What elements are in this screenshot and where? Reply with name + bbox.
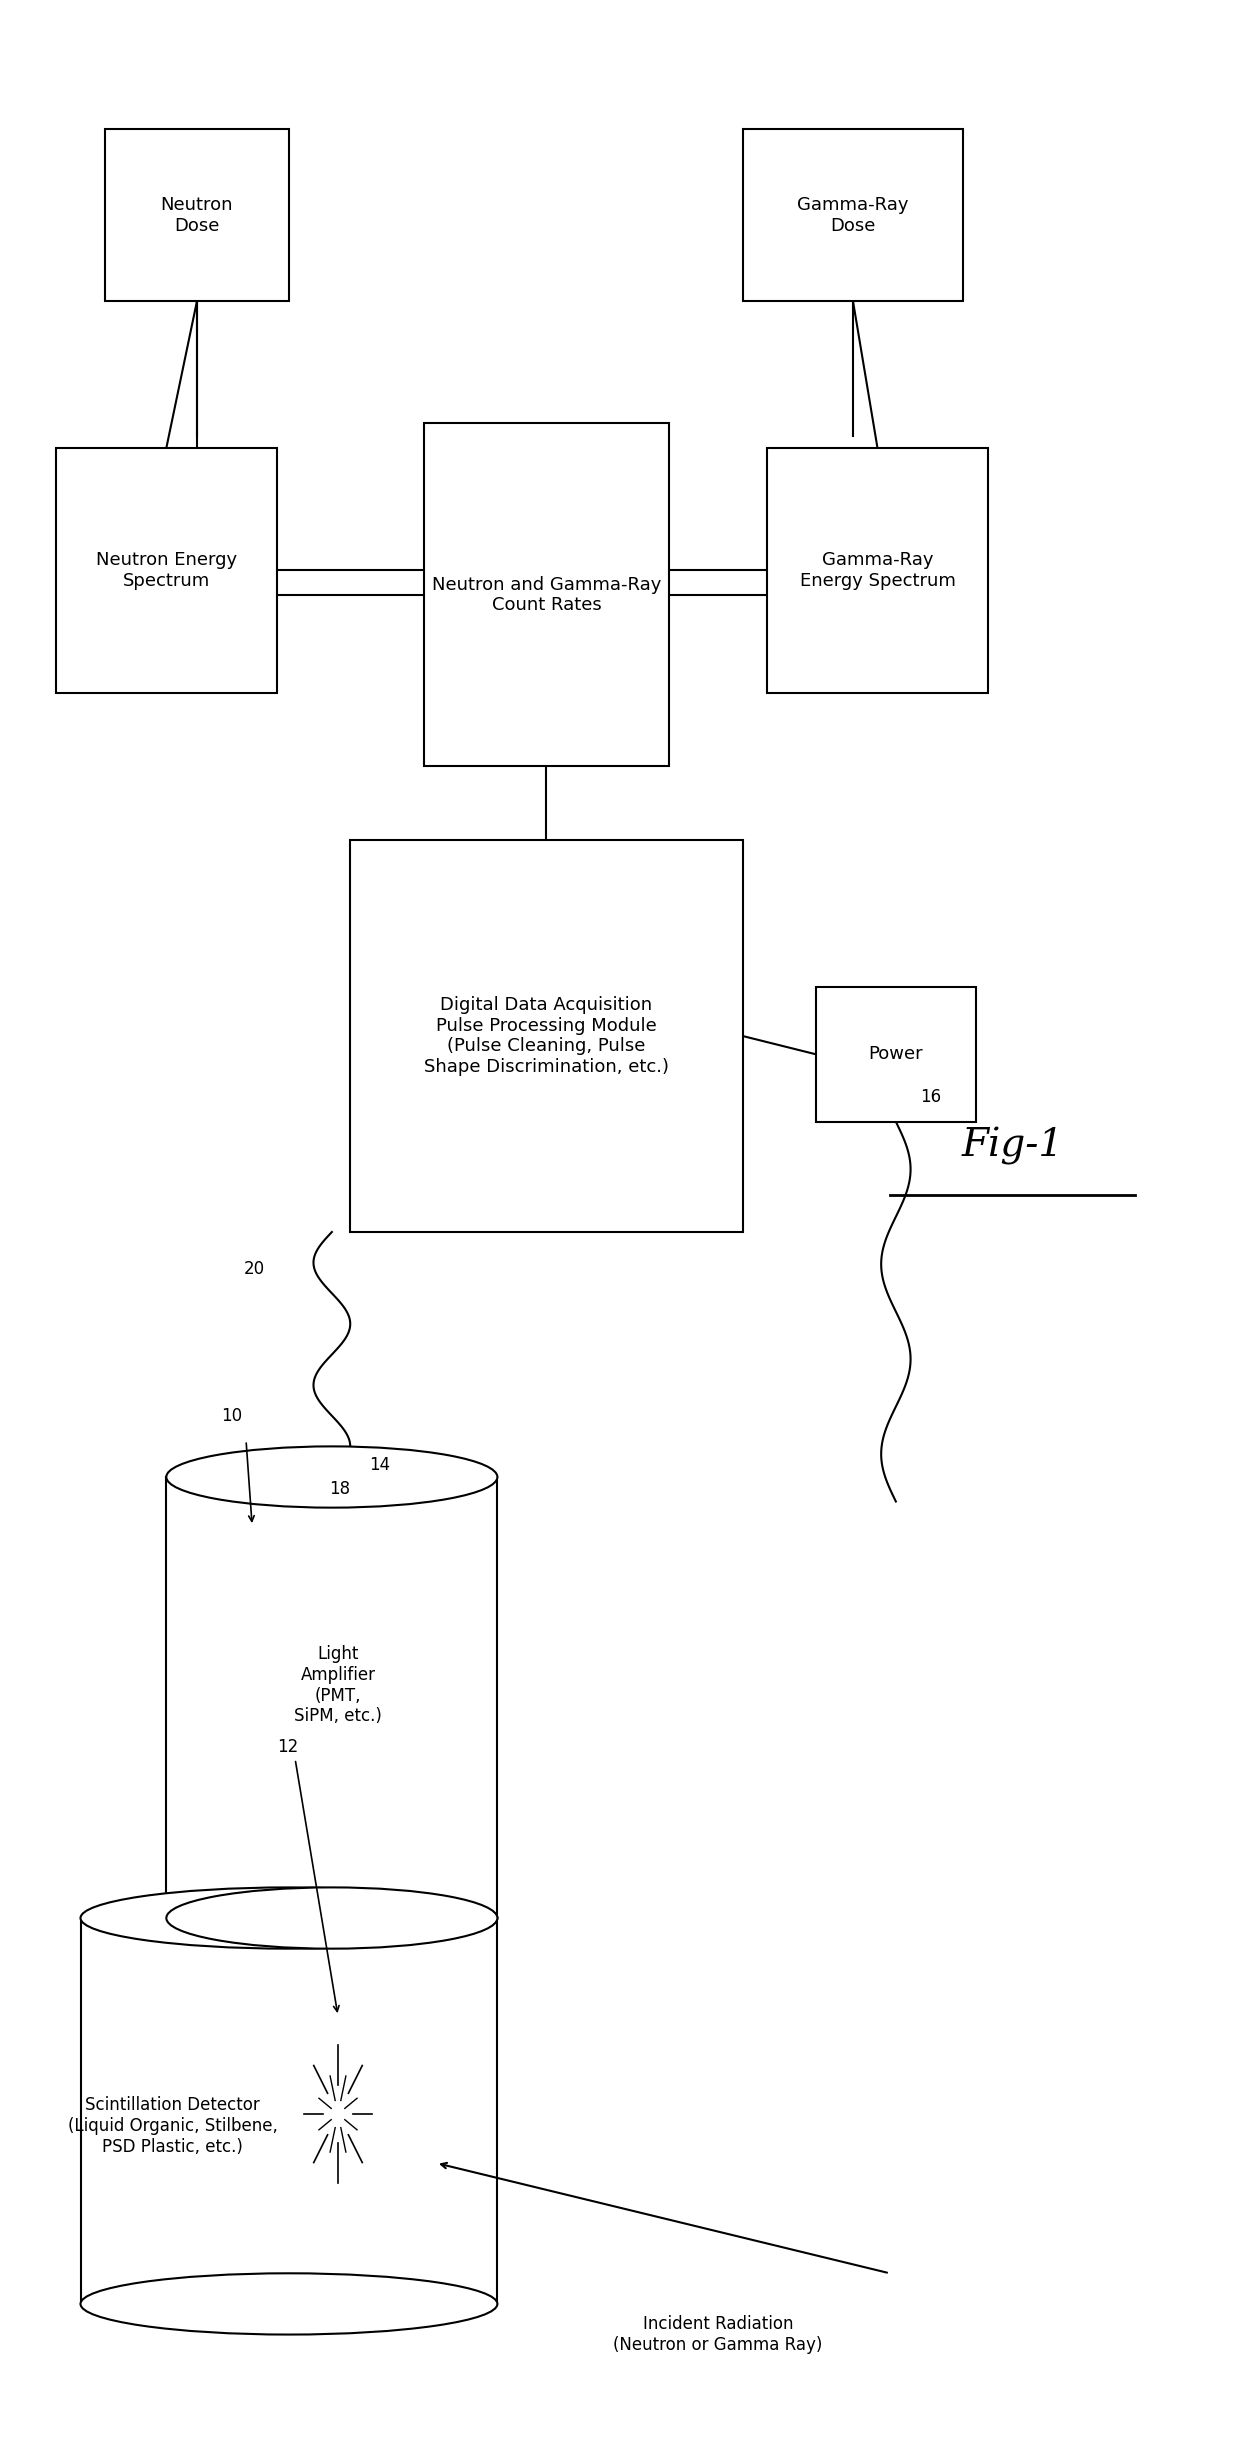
Text: Digital Data Acquisition
Pulse Processing Module
(Pulse Cleaning, Pulse
Shape Di: Digital Data Acquisition Pulse Processin… <box>424 995 668 1077</box>
Text: 10: 10 <box>222 1407 243 1424</box>
FancyBboxPatch shape <box>743 131 963 301</box>
FancyBboxPatch shape <box>56 448 277 692</box>
Text: Power: Power <box>868 1045 924 1064</box>
Text: 12: 12 <box>277 1737 298 1754</box>
Text: Light
Amplifier
(PMT,
SiPM, etc.): Light Amplifier (PMT, SiPM, etc.) <box>294 1646 382 1725</box>
Text: 14: 14 <box>368 1456 389 1473</box>
Ellipse shape <box>81 1887 497 1949</box>
Polygon shape <box>166 1476 497 1917</box>
Polygon shape <box>81 1917 497 2304</box>
Text: 16: 16 <box>920 1089 941 1106</box>
Text: Scintillation Detector
(Liquid Organic, Stilbene,
PSD Plastic, etc.): Scintillation Detector (Liquid Organic, … <box>67 2097 278 2156</box>
Text: Gamma-Ray
Energy Spectrum: Gamma-Ray Energy Spectrum <box>800 552 956 589</box>
FancyBboxPatch shape <box>350 840 743 1232</box>
Ellipse shape <box>166 1446 497 1508</box>
FancyBboxPatch shape <box>424 424 670 766</box>
FancyBboxPatch shape <box>768 448 988 692</box>
FancyBboxPatch shape <box>105 131 289 301</box>
Ellipse shape <box>81 2274 497 2333</box>
Text: Neutron
Dose: Neutron Dose <box>161 195 233 234</box>
Text: Neutron and Gamma-Ray
Count Rates: Neutron and Gamma-Ray Count Rates <box>432 577 661 614</box>
Text: Neutron Energy
Spectrum: Neutron Energy Spectrum <box>95 552 237 589</box>
Text: Fig-1: Fig-1 <box>961 1126 1064 1165</box>
Text: 20: 20 <box>243 1259 264 1279</box>
Ellipse shape <box>166 1887 497 1949</box>
Text: 18: 18 <box>329 1481 350 1498</box>
Text: Incident Radiation
(Neutron or Gamma Ray): Incident Radiation (Neutron or Gamma Ray… <box>614 2316 823 2353</box>
FancyBboxPatch shape <box>816 988 976 1121</box>
Text: Gamma-Ray
Dose: Gamma-Ray Dose <box>797 195 909 234</box>
